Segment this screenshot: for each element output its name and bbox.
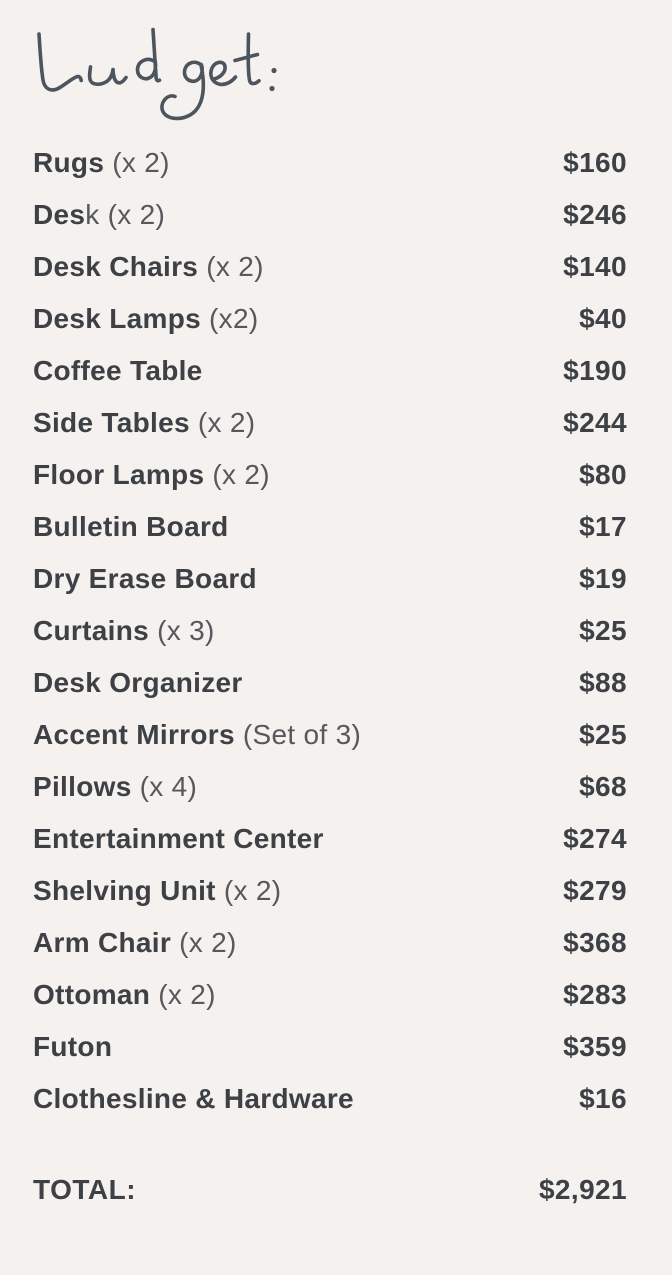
item-price: $368 (563, 927, 627, 958)
item-label: Desk (x 2) (33, 199, 165, 231)
item-label: Arm Chair (x 2) (33, 927, 237, 959)
total-label: TOTAL: (33, 1174, 137, 1205)
item-name: Ottoman (33, 979, 151, 1010)
item-price: $190 (563, 355, 627, 386)
budget-row: Desk Chairs (x 2) $140 (33, 241, 627, 293)
item-label: Dry Erase Board (33, 563, 257, 595)
budget-row: Ottoman (x 2) $283 (33, 969, 627, 1021)
item-quantity: (x 2) (104, 147, 170, 178)
item-label: Floor Lamps (x 2) (33, 459, 270, 491)
item-name: Des (33, 199, 86, 230)
item-quantity: (x 2) (189, 407, 256, 438)
budget-row: Shelving Unit (x 2) $279 (33, 865, 627, 917)
item-price: $274 (563, 823, 627, 854)
item-quantity: (x 3) (148, 615, 215, 646)
item-price: $160 (563, 147, 627, 178)
item-label: Desk Organizer (33, 667, 243, 699)
item-name: Side Tables (33, 407, 190, 438)
item-price: $19 (579, 563, 627, 594)
item-price: $244 (563, 407, 627, 438)
item-price: $17 (579, 511, 627, 542)
item-label: Ottoman (x 2) (33, 979, 216, 1011)
item-price: $279 (563, 875, 627, 906)
item-label: Accent Mirrors (Set of 3) (33, 719, 361, 751)
budget-row: Accent Mirrors (Set of 3) $25 (33, 709, 627, 761)
item-price: $80 (579, 459, 627, 490)
item-price: $25 (579, 615, 627, 646)
budget-list: Rugs (x 2) $160 Desk (x 2) $246 Desk Chairs … (33, 137, 627, 1125)
budget-row: Floor Lamps (x 2) $80 (33, 449, 627, 501)
budget-script-title (37, 27, 277, 121)
item-name: Curtains (33, 615, 149, 646)
item-name: Bulletin Board (33, 511, 229, 542)
budget-row: Desk Organizer $88 (33, 657, 627, 709)
item-label: Shelving Unit (x 2) (33, 875, 281, 907)
item-quantity: (x 2) (215, 875, 282, 906)
item-label: Coffee Table (33, 355, 203, 387)
item-name: Desk Chairs (33, 251, 199, 282)
item-name: Coffee Table (33, 355, 203, 386)
item-quantity: k (x 2) (85, 199, 166, 230)
budget-row: Entertainment Center $274 (33, 813, 627, 865)
item-price: $246 (563, 199, 627, 230)
item-quantity: (Set of 3) (234, 719, 362, 750)
budget-row: Pillows (x 4) $68 (33, 761, 627, 813)
item-label: Curtains (x 3) (33, 615, 215, 647)
item-quantity: (x 4) (131, 771, 198, 802)
item-price: $359 (563, 1031, 627, 1062)
item-price: $283 (563, 979, 627, 1010)
item-label: Desk Chairs (x 2) (33, 251, 264, 283)
budget-row: Dry Erase Board $19 (33, 553, 627, 605)
budget-row: Arm Chair (x 2) $368 (33, 917, 627, 969)
item-quantity: (x 2) (171, 927, 237, 958)
item-price: $68 (579, 771, 627, 802)
item-label: Pillows (x 4) (33, 771, 197, 803)
colon-dot-top (271, 67, 277, 74)
item-label: Rugs (x 2) (33, 147, 170, 179)
budget-row: Bulletin Board $17 (33, 501, 627, 553)
item-price: $140 (563, 251, 627, 282)
script-strokes (37, 27, 261, 121)
budget-row: Futon $359 (33, 1021, 627, 1073)
item-label: Futon (33, 1031, 112, 1063)
budget-document: Rugs (x 2) $160 Desk (x 2) $246 Desk Chairs … (0, 22, 672, 1216)
total-value: $2,921 (538, 1174, 627, 1205)
item-label: Entertainment Center (33, 823, 324, 855)
total-row: TOTAL: $2,921 (33, 1164, 627, 1216)
budget-row: Curtains (x 3) $25 (33, 605, 627, 657)
item-name: Shelving Unit (33, 875, 216, 906)
item-name: Arm Chair (33, 927, 172, 958)
item-label: Clothesline & Hardware (33, 1083, 354, 1115)
item-name: Desk Lamps (33, 303, 201, 334)
item-quantity: (x 2) (204, 459, 270, 490)
item-name: Floor Lamps (33, 459, 205, 490)
budget-row: Side Tables (x 2) $244 (33, 397, 627, 449)
item-quantity: (x 2) (150, 979, 216, 1010)
budget-row: Clothesline & Hardware $16 (33, 1073, 627, 1125)
item-price: $16 (579, 1083, 627, 1114)
item-name: Dry Erase Board (33, 563, 257, 594)
item-label: Side Tables (x 2) (33, 407, 255, 439)
item-label: Bulletin Board (33, 511, 229, 543)
item-name: Rugs (33, 147, 105, 178)
item-price: $25 (579, 719, 627, 750)
item-name: Clothesline & Hardware (33, 1083, 354, 1114)
item-quantity: (x 2) (198, 251, 264, 282)
budget-row: Desk Lamps (x2) $40 (33, 293, 627, 345)
item-name: Desk Organizer (33, 667, 243, 698)
budget-row: Coffee Table $190 (33, 345, 627, 397)
item-name: Pillows (33, 771, 132, 802)
budget-row: Desk (x 2) $246 (33, 189, 627, 241)
item-name: Entertainment Center (33, 823, 324, 854)
item-price: $88 (579, 667, 627, 698)
item-label: Desk Lamps (x2) (33, 303, 258, 335)
item-price: $40 (579, 303, 627, 334)
colon-dot-bottom (269, 85, 275, 92)
budget-row: Rugs (x 2) $160 (33, 137, 627, 189)
item-name: Accent Mirrors (33, 719, 235, 750)
item-name: Futon (33, 1031, 113, 1062)
item-quantity: (x2) (200, 303, 259, 334)
